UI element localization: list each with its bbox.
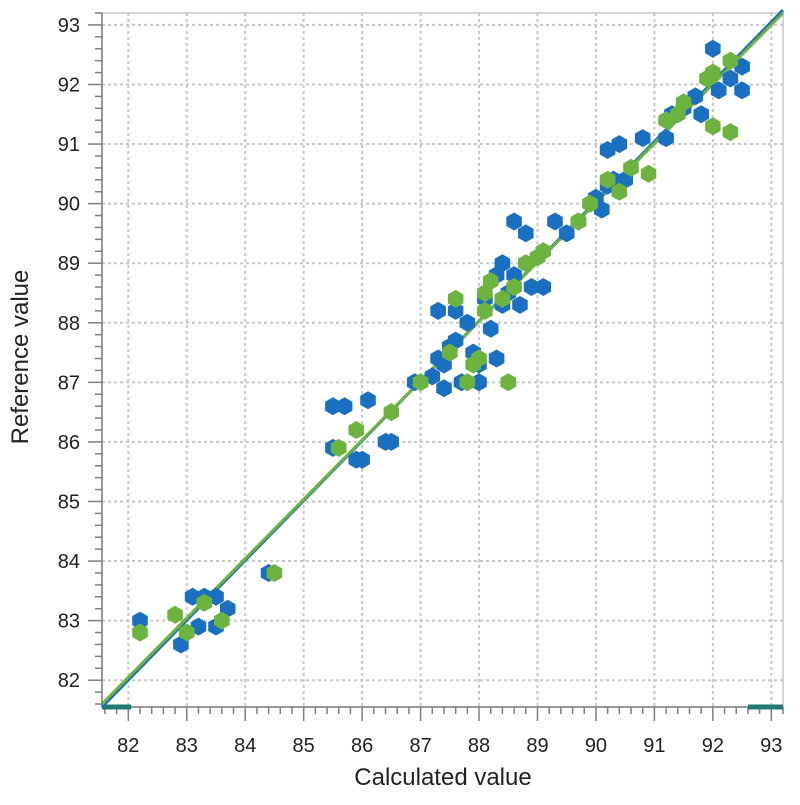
- data-point: [705, 117, 721, 136]
- data-point: [611, 182, 628, 201]
- x-tick-label: 89: [526, 735, 548, 757]
- data-point: [623, 158, 639, 177]
- x-tick-label: 91: [643, 735, 665, 757]
- x-tick-label: 85: [293, 735, 315, 757]
- y-tick-label: 82: [58, 670, 80, 692]
- data-point: [442, 343, 458, 362]
- data-point: [518, 254, 534, 273]
- data-point: [179, 623, 195, 642]
- data-point: [705, 63, 721, 82]
- data-point: [582, 194, 598, 213]
- data-point: [447, 289, 464, 308]
- data-point: [412, 373, 429, 392]
- x-tick-label: 84: [234, 735, 256, 757]
- data-point: [477, 301, 493, 320]
- x-tick-label: 86: [351, 735, 373, 757]
- y-tick-label: 83: [58, 611, 80, 633]
- data-point: [722, 69, 739, 88]
- data-point: [132, 623, 148, 642]
- data-point: [506, 212, 522, 231]
- x-tick-label: 90: [585, 735, 607, 757]
- data-points: [132, 39, 750, 654]
- y-tick-label: 92: [58, 74, 80, 96]
- data-point: [482, 319, 499, 338]
- data-point: [599, 170, 616, 189]
- y-tick-label: 85: [58, 491, 80, 513]
- data-point: [693, 105, 709, 124]
- data-point: [506, 266, 522, 285]
- x-tick-label: 83: [176, 735, 198, 757]
- data-point: [494, 254, 511, 273]
- axes: [88, 12, 784, 721]
- x-tick-label: 92: [702, 735, 724, 757]
- y-tick-label: 88: [58, 313, 80, 335]
- data-point: [459, 373, 476, 392]
- data-point: [360, 391, 376, 410]
- y-tick-label: 87: [58, 372, 80, 394]
- data-point: [167, 605, 183, 624]
- x-tick-label: 88: [468, 735, 490, 757]
- data-point: [447, 301, 464, 320]
- y-tick-label: 84: [58, 551, 80, 573]
- data-point: [675, 93, 692, 112]
- data-point: [354, 450, 370, 469]
- data-point: [722, 51, 739, 70]
- data-point: [722, 123, 739, 142]
- data-point: [482, 272, 499, 291]
- data-point: [196, 593, 213, 612]
- y-axis-title: Reference value: [7, 270, 34, 445]
- y-tick-label: 91: [58, 134, 80, 156]
- data-point: [512, 295, 528, 314]
- x-tick-label: 82: [117, 735, 139, 757]
- data-point: [494, 289, 511, 308]
- x-tick-label: 93: [760, 735, 782, 757]
- data-point: [558, 224, 575, 243]
- data-point: [535, 242, 552, 261]
- tick-labels: 82 83 84 85 86 87 88 89 90 91 92 93 82 83 84 85 86 87 88 89…: [58, 15, 783, 757]
- data-point: [214, 611, 230, 630]
- data-point: [570, 212, 587, 231]
- data-point: [710, 81, 727, 100]
- data-point: [132, 611, 148, 630]
- data-point: [330, 438, 347, 457]
- data-point: [547, 212, 563, 231]
- data-point: [518, 224, 534, 243]
- data-point: [383, 403, 400, 422]
- x-tick-label: 87: [409, 735, 431, 757]
- data-point: [436, 379, 452, 398]
- data-point: [734, 81, 750, 100]
- data-point: [611, 135, 628, 154]
- data-point: [266, 564, 283, 582]
- data-point: [506, 278, 522, 296]
- data-point: [500, 373, 517, 392]
- data-point: [430, 301, 446, 320]
- y-tick-label: 86: [58, 432, 80, 454]
- data-point: [488, 349, 505, 368]
- data-point: [383, 432, 400, 451]
- x-axis-title: Calculated value: [354, 764, 531, 791]
- y-tick-label: 90: [58, 194, 80, 216]
- y-tick-label: 89: [58, 253, 80, 275]
- data-point: [634, 129, 651, 148]
- data-point: [535, 278, 552, 296]
- data-point: [640, 164, 657, 183]
- data-point: [336, 397, 353, 416]
- data-point: [348, 421, 365, 439]
- data-point: [459, 313, 476, 332]
- y-tick-label: 93: [58, 15, 80, 37]
- data-point: [705, 39, 721, 58]
- data-point: [471, 349, 487, 368]
- data-point: [658, 129, 674, 148]
